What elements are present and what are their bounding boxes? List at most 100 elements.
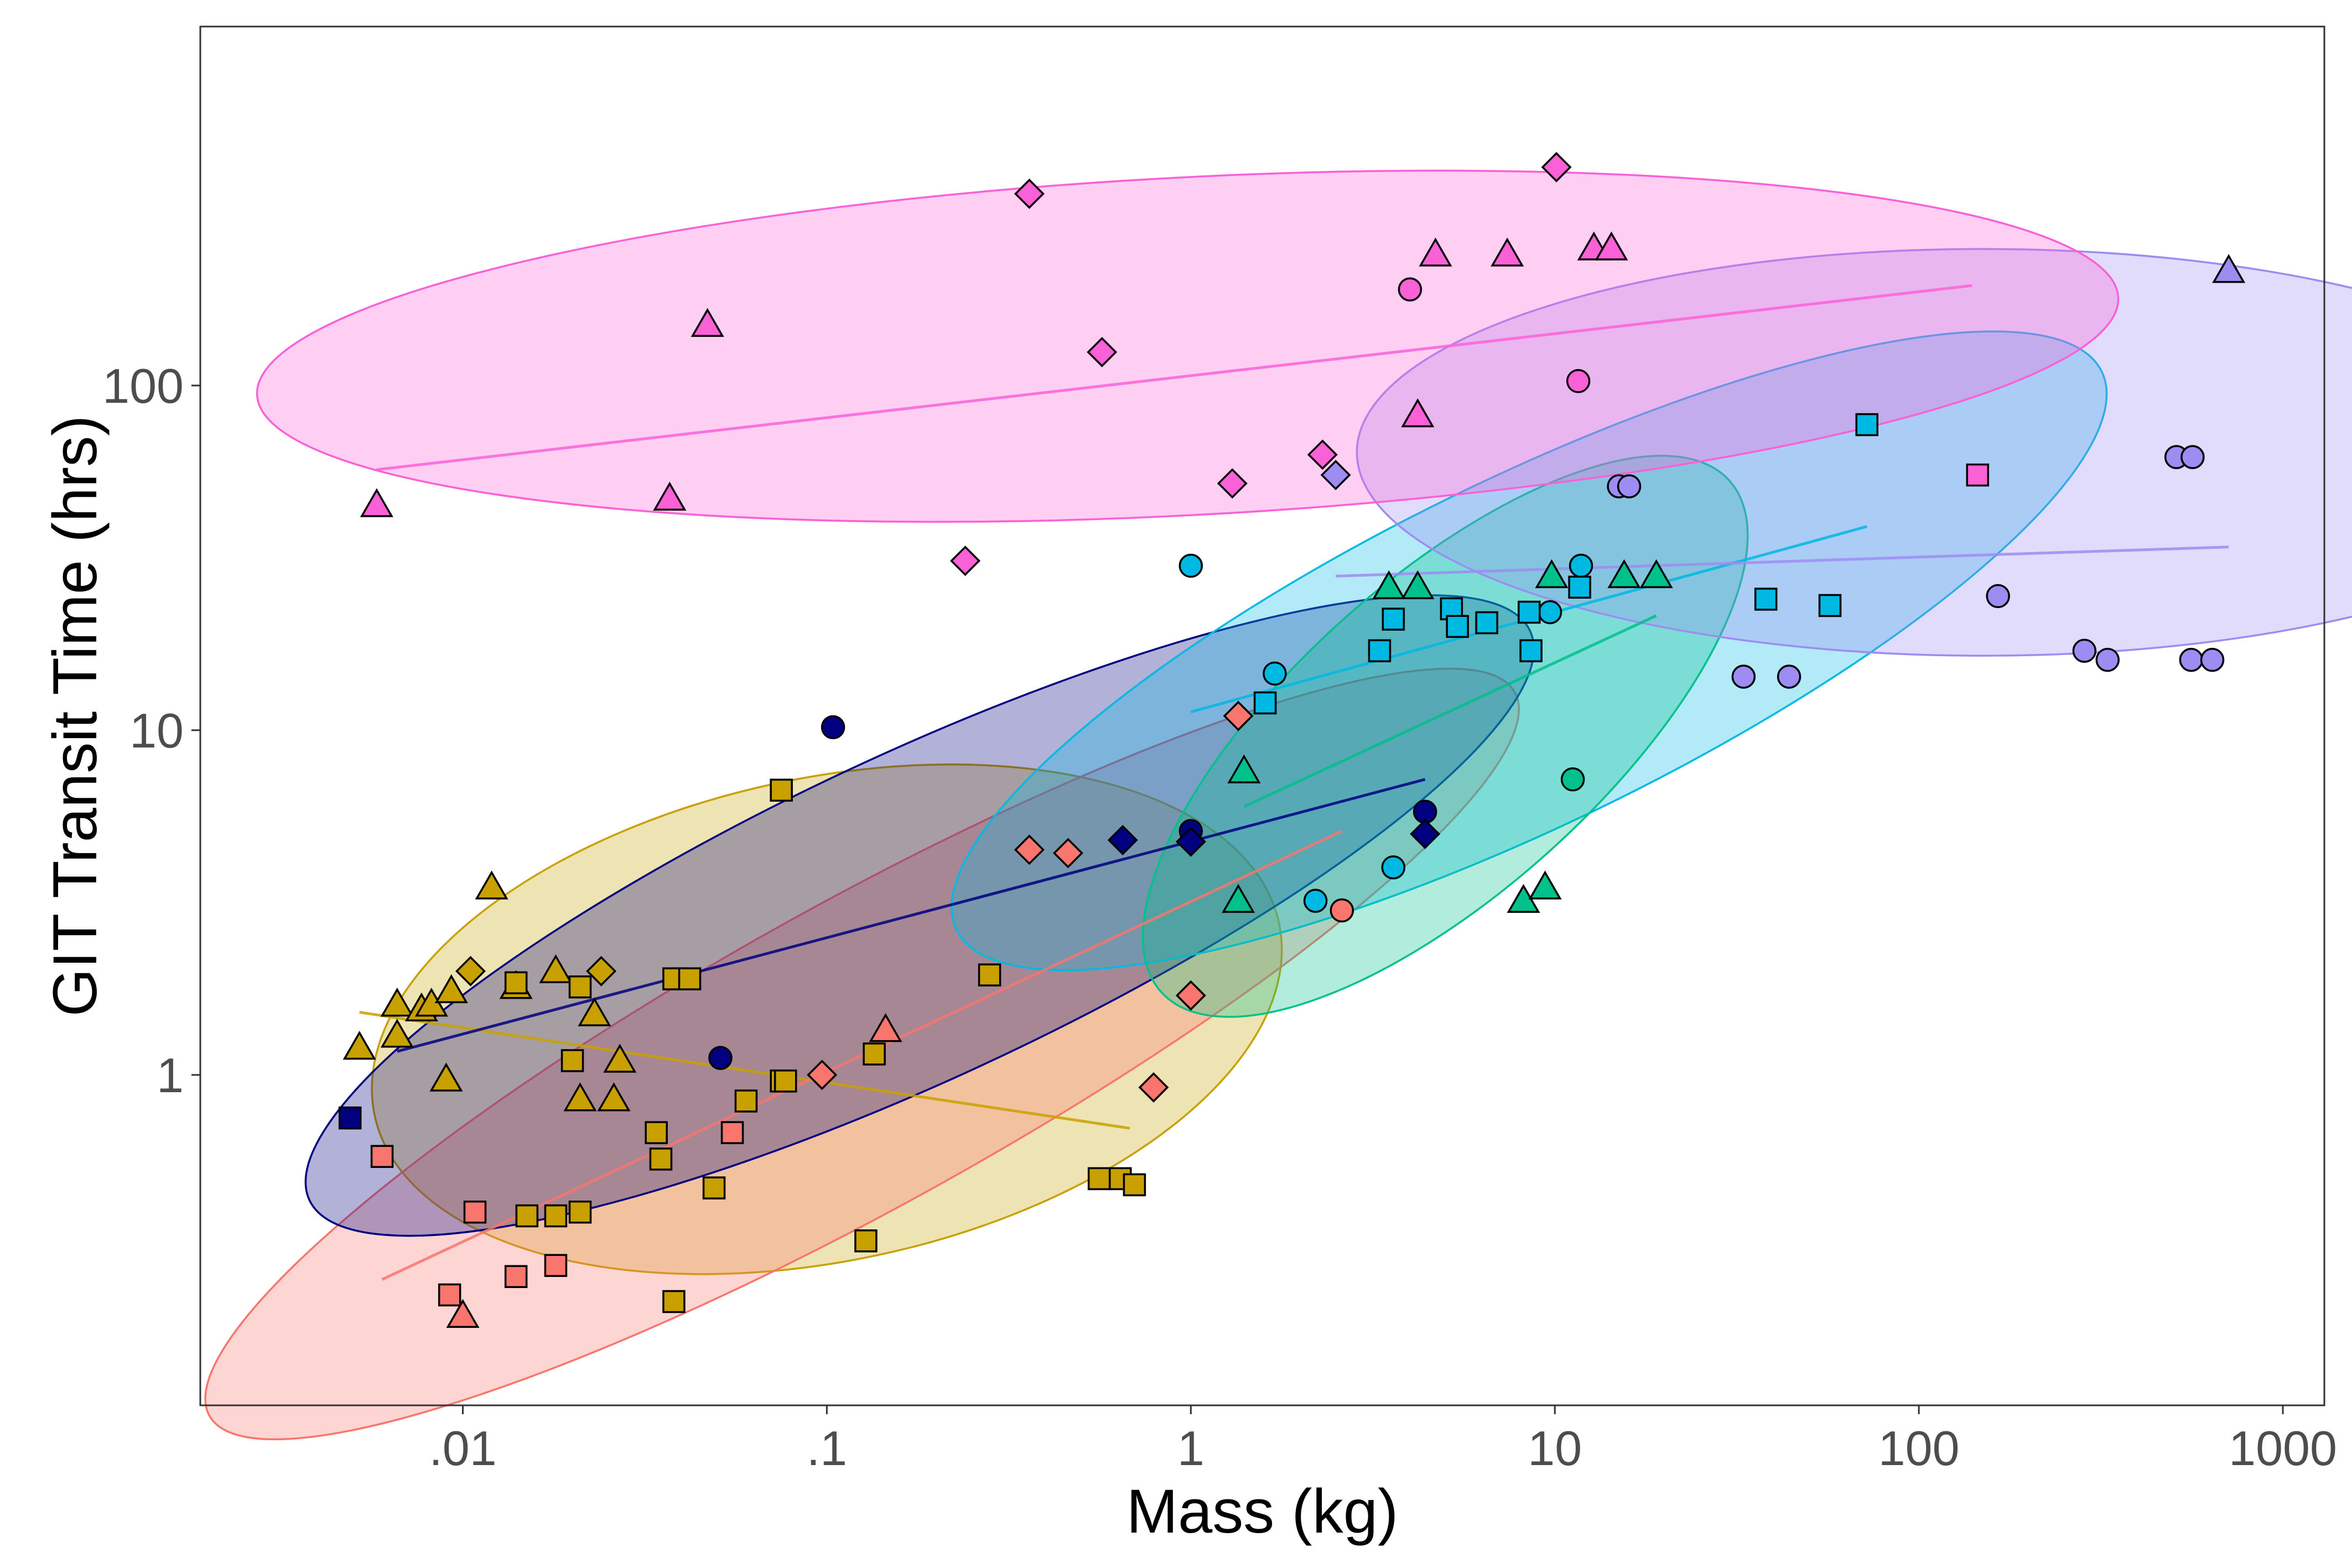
data-point-1-7	[429, 1062, 463, 1092]
data-point-7-15	[1398, 277, 1422, 302]
data-point-1-23	[649, 1148, 673, 1171]
data-point-1-20	[678, 967, 702, 990]
y-axis-title: GIT Transit Time (hrs)	[40, 416, 110, 1017]
data-point-6-10	[2180, 445, 2205, 469]
data-point-7-2	[653, 481, 687, 511]
point-layer	[338, 152, 2246, 1328]
confidence-ellipse-7	[256, 169, 2120, 523]
data-point-2-7	[446, 1299, 480, 1328]
data-point-4-11	[1446, 615, 1469, 638]
x-tick-label-1: .01	[429, 1421, 496, 1476]
data-point-1-30	[702, 1176, 726, 1200]
data-point-6-12	[2200, 647, 2225, 672]
data-point-7-3	[690, 308, 724, 337]
x-axis-title: Mass (kg)	[1126, 1477, 1399, 1546]
data-point-4-1	[1178, 553, 1203, 578]
data-point-2-14	[1223, 700, 1254, 731]
data-point-1-36	[1087, 1167, 1111, 1191]
plot-panel-border	[199, 25, 2325, 1406]
data-point-1-22	[645, 1121, 668, 1144]
data-point-2-2	[463, 1200, 487, 1224]
data-point-7-8	[1595, 231, 1628, 261]
data-point-4-12	[1475, 611, 1498, 635]
data-point-1-11	[578, 997, 611, 1026]
axis-layer: .01 .1 1 10 100 1000 1 10 100	[102, 359, 2337, 1476]
data-point-1-21	[560, 1049, 584, 1072]
x-tick-label-3: 1	[1177, 1421, 1204, 1476]
data-point-7-14	[1541, 152, 1572, 183]
y-tick-label-1: 1	[157, 1048, 184, 1103]
data-point-4-8	[1368, 639, 1392, 662]
data-point-2-3	[438, 1283, 461, 1307]
data-point-4-5	[1538, 600, 1562, 625]
x-tick-label-4: 10	[1528, 1421, 1582, 1476]
data-point-1-26	[773, 1069, 797, 1093]
data-point-4-16	[1754, 588, 1778, 611]
data-point-2-8	[869, 1013, 902, 1042]
data-point-4-6	[1569, 553, 1593, 578]
data-point-1-12	[603, 1043, 637, 1073]
confidence-ellipse-5	[1141, 455, 1749, 1018]
data-point-5-9	[1639, 559, 1673, 588]
data-point-5-1	[1227, 754, 1261, 783]
confidence-ellipse-6	[1356, 248, 2352, 657]
data-point-1-18	[568, 975, 592, 999]
y-tick-label-2: 10	[129, 703, 184, 758]
data-point-7-10	[1014, 178, 1045, 209]
data-point-4-17	[1818, 594, 1842, 617]
data-point-6-4	[1731, 664, 1756, 689]
data-point-1-3	[380, 988, 414, 1017]
data-point-2-13	[1175, 980, 1206, 1011]
data-point-1-10	[539, 954, 573, 983]
data-point-6-13	[2212, 254, 2246, 283]
x-tick-label-6: 1000	[2229, 1421, 2337, 1476]
data-point-7-4	[1401, 398, 1435, 428]
data-point-5-8	[1607, 559, 1641, 588]
data-point-7-6	[1491, 237, 1524, 267]
x-tick-label-5: 100	[1878, 1421, 1960, 1476]
data-point-2-4	[504, 1265, 528, 1289]
data-point-1-31	[515, 1204, 539, 1228]
data-point-7-16	[1566, 369, 1591, 393]
data-point-4-13	[1518, 600, 1541, 624]
data-point-1-28	[978, 963, 1001, 987]
data-point-7-9	[950, 546, 981, 577]
data-point-1-17	[504, 971, 528, 995]
data-point-1-16	[586, 956, 617, 987]
y-tick-label-3: 100	[102, 359, 184, 413]
data-point-5-2	[1222, 884, 1255, 913]
data-point-3-7	[1175, 826, 1206, 857]
data-point-2-10	[1014, 834, 1045, 865]
data-point-4-15	[1568, 575, 1591, 599]
data-point-3-1	[338, 1106, 362, 1130]
data-point-3-3	[821, 715, 845, 740]
data-point-2-5	[544, 1254, 568, 1277]
data-point-4-4	[1381, 855, 1406, 880]
trend-line-5	[1243, 614, 1657, 808]
data-point-1-2	[380, 1019, 414, 1048]
confidence-ellipse-3	[304, 594, 1535, 1237]
trend-line-6	[1336, 546, 2229, 578]
data-point-1-6	[434, 974, 468, 1004]
data-point-1-24	[734, 1089, 758, 1113]
data-point-1-35	[662, 1290, 686, 1313]
data-point-5-4	[1401, 570, 1435, 600]
data-point-7-12	[1217, 468, 1248, 499]
data-point-1-13	[563, 1082, 597, 1112]
data-point-1-1	[342, 1030, 376, 1060]
data-point-4-9	[1382, 608, 1405, 631]
data-point-5-7	[1535, 559, 1569, 588]
data-point-3-2	[708, 1046, 733, 1070]
data-point-1-32	[544, 1204, 568, 1228]
data-point-7-5	[1419, 237, 1452, 267]
data-point-1-38	[1123, 1173, 1146, 1197]
data-point-6-7	[2072, 638, 2097, 663]
trend-line-3	[397, 778, 1426, 1053]
data-point-6-8	[2095, 647, 2120, 672]
data-point-4-7	[1253, 691, 1277, 715]
trend-line-2	[381, 829, 1343, 1281]
data-point-2-12	[1138, 1072, 1169, 1103]
